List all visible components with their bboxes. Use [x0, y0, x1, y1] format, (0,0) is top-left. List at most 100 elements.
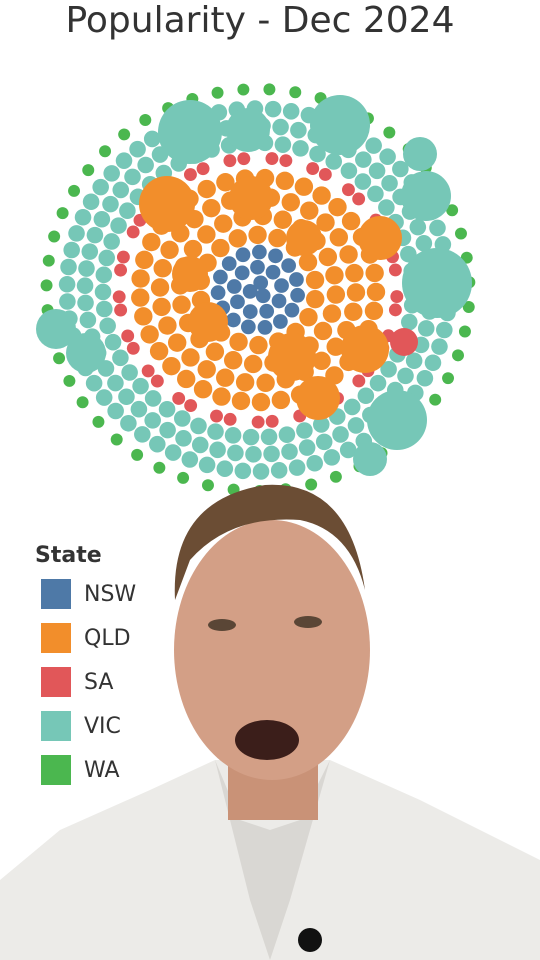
bubble — [223, 412, 237, 426]
bubble — [332, 426, 349, 443]
bubble — [305, 478, 318, 491]
bubble — [143, 130, 161, 148]
bubble — [358, 216, 402, 260]
bubble — [201, 479, 214, 492]
bubble — [415, 235, 433, 252]
bubble — [405, 352, 423, 370]
bubble — [318, 168, 332, 181]
bubble — [98, 249, 116, 267]
bubble — [294, 177, 314, 196]
bubble — [306, 454, 323, 472]
bubble — [268, 333, 316, 381]
bubble — [181, 451, 199, 468]
bubble — [268, 228, 287, 248]
bubble — [63, 374, 76, 387]
bubble — [96, 300, 113, 318]
bubble — [56, 207, 69, 220]
bubble — [216, 368, 235, 387]
bubble — [397, 367, 414, 385]
bubble — [256, 373, 275, 393]
bubble — [401, 171, 451, 221]
bubble — [197, 360, 216, 379]
bubble — [318, 247, 338, 267]
bubble — [118, 128, 131, 141]
bubble — [92, 178, 109, 196]
bubble — [341, 211, 361, 231]
bubble — [172, 256, 208, 292]
bubble — [292, 140, 309, 157]
bubble — [298, 252, 318, 272]
bubble — [325, 153, 343, 170]
bubble — [352, 374, 366, 388]
bubble — [196, 162, 210, 176]
bubble — [119, 202, 136, 219]
bubble — [296, 422, 313, 439]
bubble — [40, 279, 53, 292]
bubble — [344, 302, 363, 322]
face — [174, 520, 370, 780]
bubble — [243, 354, 263, 374]
legend-label: QLD — [84, 626, 131, 651]
bubble — [82, 193, 100, 211]
bubble — [103, 165, 120, 182]
bubble — [74, 208, 92, 226]
bubble — [191, 436, 209, 454]
bubble — [137, 156, 154, 174]
bubble — [390, 328, 418, 356]
bubble — [305, 270, 325, 290]
bubble — [260, 428, 278, 446]
bubble — [131, 269, 150, 288]
bubble — [251, 392, 271, 412]
legend-label: NSW — [84, 582, 136, 607]
bubble — [141, 364, 155, 378]
bubble — [107, 374, 124, 392]
legend-swatch — [41, 711, 71, 741]
bubble — [144, 412, 161, 429]
bubble — [77, 294, 94, 312]
legend-title: State — [35, 543, 102, 568]
bubble — [94, 283, 112, 301]
bubble — [124, 168, 141, 186]
bubble — [226, 108, 270, 152]
bubble — [167, 333, 187, 352]
bubble — [63, 241, 80, 259]
bubble — [274, 136, 292, 153]
bubble — [130, 400, 148, 418]
bubble — [158, 100, 222, 164]
bubble — [126, 341, 140, 355]
bubble — [149, 435, 166, 453]
bubble — [310, 95, 370, 155]
bubble — [132, 377, 149, 395]
bubble — [68, 184, 81, 197]
bubble — [242, 284, 258, 299]
bubble — [112, 181, 130, 199]
bubble — [158, 400, 176, 418]
bubble — [365, 263, 384, 283]
bubble — [313, 321, 333, 341]
bubble — [140, 325, 159, 344]
bubble — [173, 410, 191, 427]
bubble — [268, 248, 283, 264]
bubble — [326, 337, 345, 356]
bubble — [281, 258, 296, 273]
bubble — [211, 238, 230, 258]
bubble — [177, 471, 190, 484]
bubble — [290, 287, 305, 303]
bubble — [60, 258, 77, 276]
bubble — [205, 342, 225, 361]
bubble — [312, 186, 331, 205]
bubble — [380, 361, 397, 378]
bubble — [234, 265, 250, 281]
bubble — [417, 320, 435, 337]
bubble — [79, 311, 97, 329]
bubble — [366, 282, 386, 302]
bubble — [99, 145, 112, 158]
bubble — [228, 229, 247, 248]
bubble — [129, 140, 146, 158]
bubble — [352, 192, 366, 206]
bubble — [209, 441, 226, 459]
bubble — [198, 456, 216, 474]
bubble — [252, 244, 267, 260]
bubble — [131, 288, 150, 307]
legend-swatch — [41, 579, 71, 609]
